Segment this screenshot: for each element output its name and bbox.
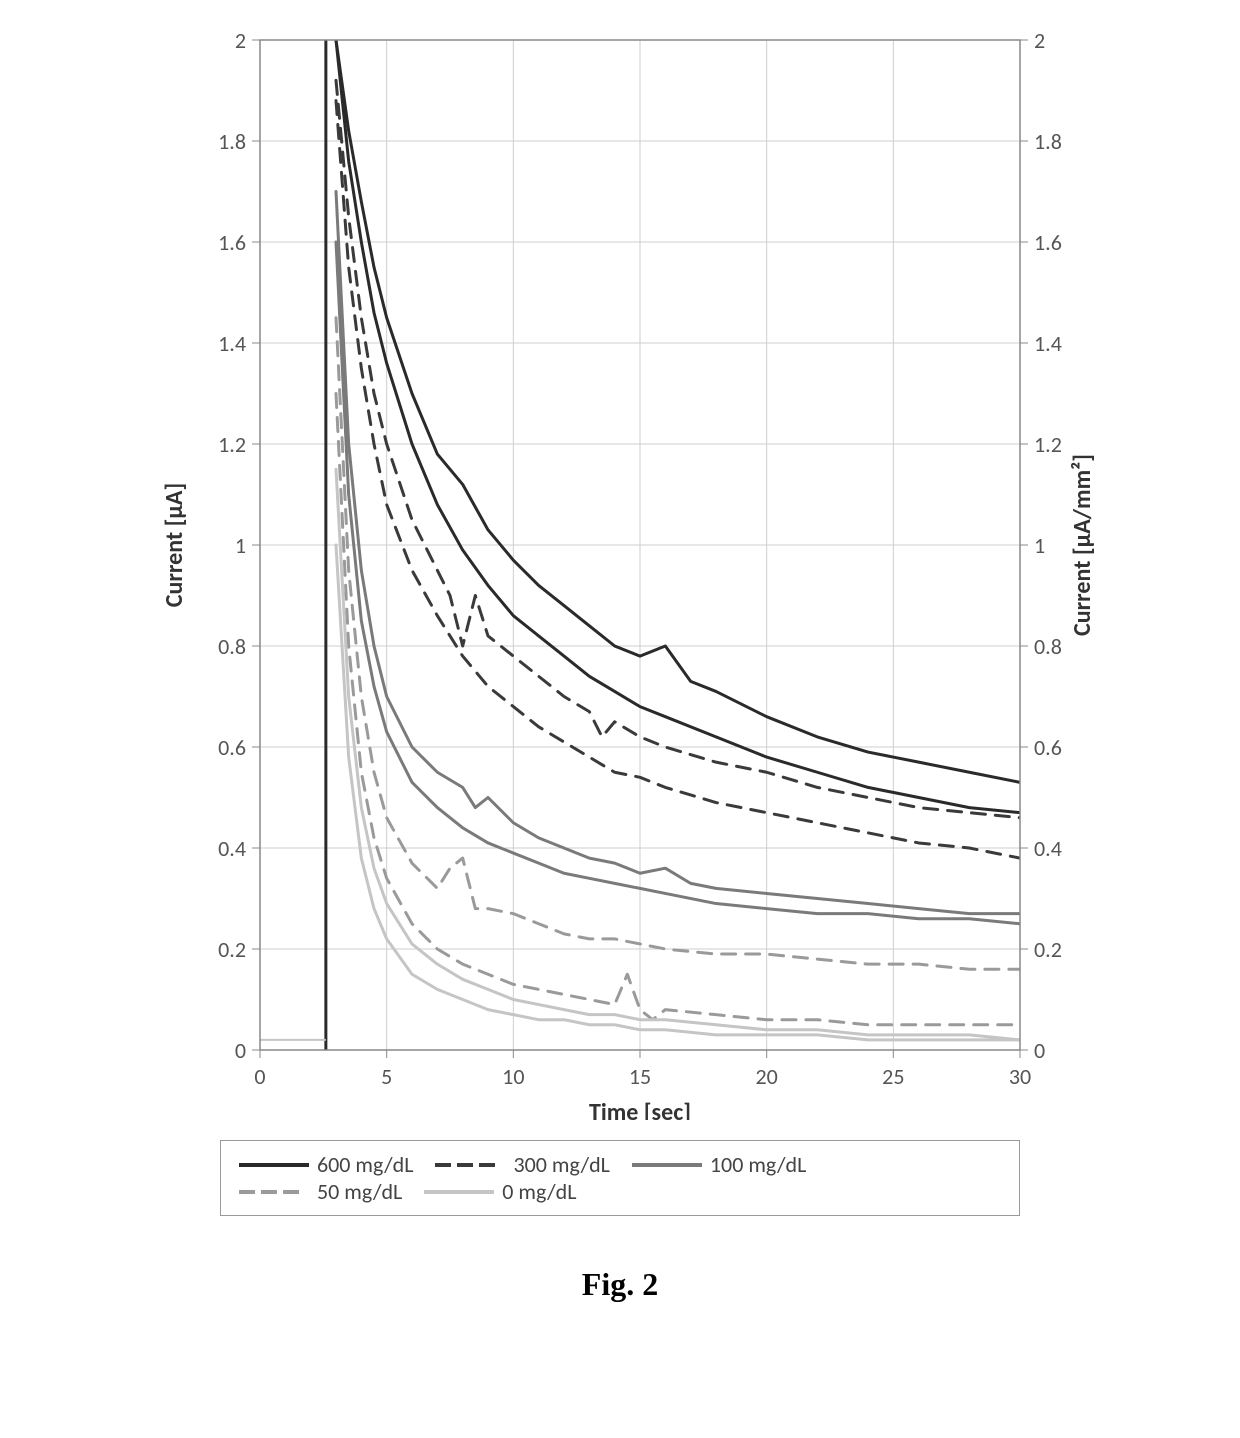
svg-text:0: 0	[254, 1063, 265, 1090]
svg-text:5: 5	[381, 1063, 392, 1090]
svg-text:10: 10	[502, 1063, 524, 1090]
legend-swatch	[239, 1163, 309, 1167]
legend-swatch	[435, 1163, 505, 1167]
svg-text:1.2: 1.2	[1034, 431, 1062, 458]
svg-text:0: 0	[1034, 1037, 1045, 1064]
svg-text:0.2: 0.2	[1034, 936, 1062, 963]
figure-caption: Fig. 2	[582, 1266, 658, 1303]
legend: 600 mg/dL 300 mg/dL 100 mg/dL 50 mg/dL 0 mg/…	[220, 1140, 1020, 1216]
svg-text:30: 30	[1009, 1063, 1031, 1090]
legend-label: 50 mg/dL	[317, 1178, 402, 1205]
svg-text:1.2: 1.2	[218, 431, 246, 458]
svg-text:Time [sec]: Time [sec]	[589, 1098, 691, 1120]
line-chart: 05101520253000.20.40.60.811.21.41.61.820…	[140, 20, 1100, 1120]
svg-text:1: 1	[1034, 532, 1045, 559]
legend-label: 300 mg/dL	[513, 1151, 609, 1178]
svg-text:25: 25	[882, 1063, 904, 1090]
svg-text:15: 15	[629, 1063, 651, 1090]
svg-text:Current [µA/mm²]: Current [µA/mm²]	[1068, 454, 1097, 636]
svg-text:Current [µA]: Current [µA]	[160, 483, 189, 608]
legend-item: 0 mg/dL	[424, 1178, 576, 1205]
svg-text:0.8: 0.8	[1034, 633, 1062, 660]
svg-text:1: 1	[235, 532, 246, 559]
legend-label: 600 mg/dL	[317, 1151, 413, 1178]
legend-item: 100 mg/dL	[632, 1151, 806, 1178]
svg-text:1.4: 1.4	[1034, 330, 1062, 357]
legend-label: 0 mg/dL	[502, 1178, 576, 1205]
svg-text:0.6: 0.6	[218, 734, 246, 761]
svg-text:1.6: 1.6	[218, 229, 246, 256]
legend-item: 300 mg/dL	[435, 1151, 609, 1178]
legend-swatch	[239, 1190, 309, 1194]
svg-text:0.2: 0.2	[218, 936, 246, 963]
svg-text:2: 2	[235, 27, 246, 54]
legend-swatch	[632, 1163, 702, 1167]
svg-text:1.6: 1.6	[1034, 229, 1062, 256]
legend-label: 100 mg/dL	[710, 1151, 806, 1178]
svg-text:1.8: 1.8	[218, 128, 246, 155]
svg-text:20: 20	[756, 1063, 778, 1090]
svg-text:0.8: 0.8	[218, 633, 246, 660]
svg-text:0.4: 0.4	[218, 835, 246, 862]
legend-swatch	[424, 1190, 494, 1194]
svg-text:1.8: 1.8	[1034, 128, 1062, 155]
svg-text:2: 2	[1034, 27, 1045, 54]
legend-item: 600 mg/dL	[239, 1151, 413, 1178]
svg-text:0.4: 0.4	[1034, 835, 1062, 862]
svg-text:1.4: 1.4	[218, 330, 246, 357]
chart-container: 05101520253000.20.40.60.811.21.41.61.820…	[140, 20, 1100, 1120]
svg-text:0.6: 0.6	[1034, 734, 1062, 761]
legend-item: 50 mg/dL	[239, 1178, 402, 1205]
svg-text:0: 0	[235, 1037, 246, 1064]
